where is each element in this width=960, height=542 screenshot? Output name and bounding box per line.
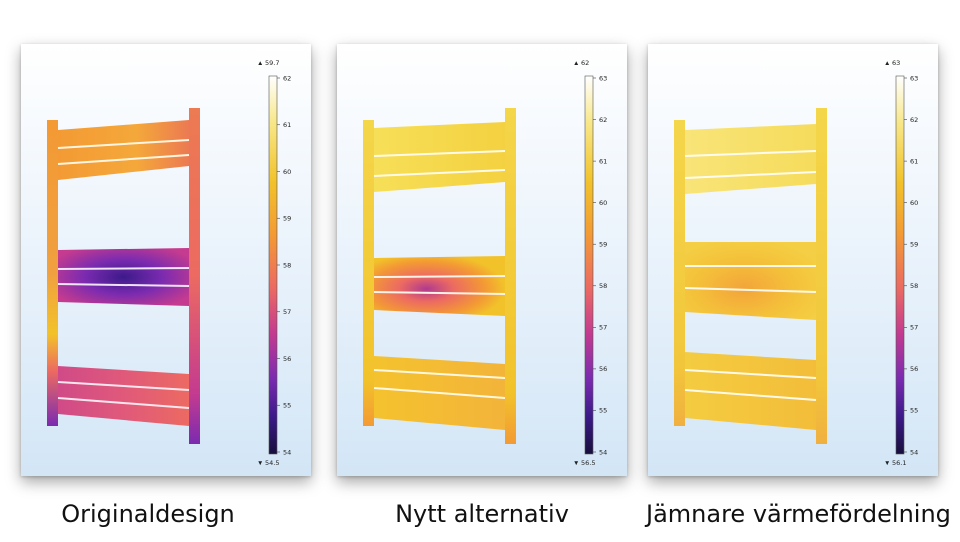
top-bar-group <box>685 124 816 194</box>
colorbar-min-label: 56.5 <box>581 459 595 467</box>
colorbar-tick-label: 62 <box>910 116 918 124</box>
colorbar-tick-label: 54 <box>283 448 291 456</box>
left-rail <box>363 120 374 426</box>
colorbar-tick-label: 55 <box>910 407 918 415</box>
colorbar-tick-label: 62 <box>599 116 607 124</box>
colorbar-ticks: 62 61 60 59 58 57 56 55 54 <box>277 74 291 456</box>
colorbar-tick-label: 61 <box>910 157 918 165</box>
colorbar-tick-label: 57 <box>283 308 291 316</box>
right-rail <box>816 108 827 444</box>
panel-originaldesign: 59.7 ▲ 54.5 ▼ 62 61 60 59 58 57 56 55 54 <box>21 44 311 476</box>
colorbar-tick-label: 56 <box>283 355 291 363</box>
colorbar-tick-label: 55 <box>283 402 291 410</box>
colorbar-min-label: 56.1 <box>892 459 906 467</box>
radiator-plot-originaldesign: 59.7 ▲ 54.5 ▼ 62 61 60 59 58 57 56 55 54 <box>47 59 291 467</box>
colorbar-tick-label: 61 <box>283 121 291 129</box>
colorbar-max-label: 59.7 <box>265 59 279 67</box>
colorbar-tick-label: 63 <box>910 74 918 82</box>
colorbar-tick-label: 59 <box>599 241 607 249</box>
radiator-plot-jamnare-varmefordelning: 63 ▲ 56.1 ▼ 63 62 61 60 59 58 57 56 55 54 <box>674 59 918 467</box>
svg-text:▲: ▲ <box>884 60 890 67</box>
colorbar-tick-label: 58 <box>910 282 918 290</box>
svg-text:▼: ▼ <box>257 460 263 467</box>
middle-bar-group <box>374 256 505 316</box>
colorbar-min-label: 54.5 <box>265 459 279 467</box>
middle-bar-group <box>685 242 816 320</box>
colorbar-tick-label: 55 <box>599 407 607 415</box>
colorbar: 62 ▲ 56.5 ▼ 63 62 61 60 59 58 57 56 55 54 <box>573 59 607 467</box>
colorbar-tick-label: 60 <box>910 199 918 207</box>
colorbar-tick-label: 58 <box>283 261 291 269</box>
colorbar-tick-label: 60 <box>599 199 607 207</box>
svg-text:▼: ▼ <box>884 460 890 467</box>
colorbar-ticks: 63 62 61 60 59 58 57 56 55 54 <box>904 74 918 456</box>
caption-jamnare-varmefordelning: Jämnare värmefördelning <box>646 500 951 528</box>
colorbar-ticks: 63 62 61 60 59 58 57 56 55 54 <box>593 74 607 456</box>
bottom-bar-group <box>58 366 189 426</box>
colorbar-tick-label: 58 <box>599 282 607 290</box>
top-bar-group <box>58 120 189 180</box>
colorbar-max-label: 62 <box>581 59 589 67</box>
colorbar-tick-label: 56 <box>910 365 918 373</box>
radiator-plot-nytt-alternativ: 62 ▲ 56.5 ▼ 63 62 61 60 59 58 57 56 55 54 <box>363 59 607 467</box>
left-rail <box>47 120 58 426</box>
panel-nytt-alternativ: 62 ▲ 56.5 ▼ 63 62 61 60 59 58 57 56 55 54 <box>337 44 627 476</box>
right-rail <box>189 108 200 444</box>
colorbar: 63 ▲ 56.1 ▼ 63 62 61 60 59 58 57 56 55 54 <box>884 59 918 467</box>
panel-jamnare-varmefordelning: 63 ▲ 56.1 ▼ 63 62 61 60 59 58 57 56 55 54 <box>648 44 938 476</box>
top-bar-group <box>374 122 505 192</box>
middle-bar-group <box>58 248 189 306</box>
svg-text:▲: ▲ <box>257 60 263 67</box>
colorbar-tick-label: 62 <box>283 74 291 82</box>
caption-originaldesign: Originaldesign <box>61 500 235 528</box>
colorbar-tick-label: 60 <box>283 168 291 176</box>
colorbar-tick-label: 61 <box>599 157 607 165</box>
colorbar-tick-label: 54 <box>599 448 607 456</box>
colorbar-max-label: 63 <box>892 59 900 67</box>
colorbar-tick-label: 56 <box>599 365 607 373</box>
svg-text:▲: ▲ <box>573 60 579 67</box>
right-rail <box>505 108 516 444</box>
colorbar-tick-label: 63 <box>599 74 607 82</box>
colorbar-tick-label: 57 <box>599 324 607 332</box>
left-rail <box>674 120 685 426</box>
colorbar-tick-label: 57 <box>910 324 918 332</box>
caption-nytt-alternativ: Nytt alternativ <box>395 500 569 528</box>
colorbar-tick-label: 59 <box>910 241 918 249</box>
colorbar-tick-label: 59 <box>283 215 291 223</box>
colorbar-tick-label: 54 <box>910 448 918 456</box>
colorbar: 59.7 ▲ 54.5 ▼ 62 61 60 59 58 57 56 55 54 <box>257 59 291 467</box>
svg-text:▼: ▼ <box>573 460 579 467</box>
